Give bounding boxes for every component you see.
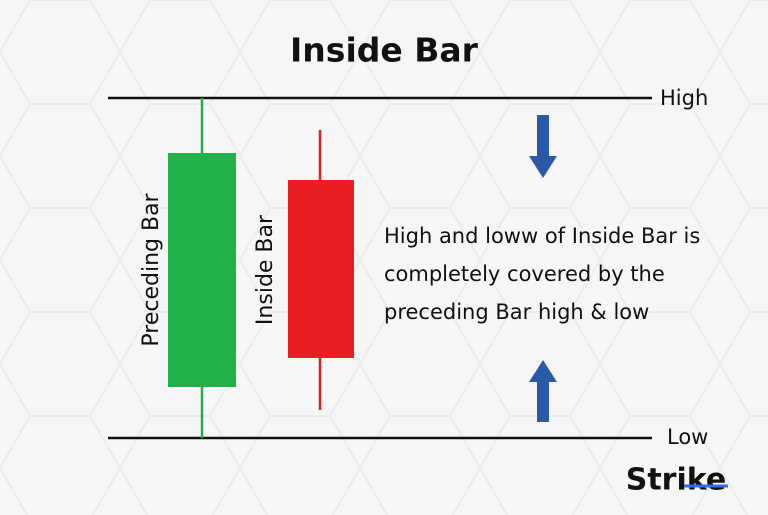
preceding-label: Preceding Bar <box>139 192 164 346</box>
inside-body <box>288 180 354 358</box>
title: Inside Bar <box>290 31 479 70</box>
up-arrow <box>529 360 557 422</box>
description-line: completely covered by the <box>384 262 665 286</box>
inside-label: Inside Bar <box>253 214 278 325</box>
logo: Strike <box>626 463 727 498</box>
down-arrow <box>529 115 557 178</box>
description-line: preceding Bar high & low <box>384 300 649 324</box>
high-label: High <box>660 86 708 110</box>
preceding-body <box>168 153 236 387</box>
description-line: High and loww of Inside Bar is <box>384 224 700 248</box>
low-label: Low <box>667 425 708 449</box>
